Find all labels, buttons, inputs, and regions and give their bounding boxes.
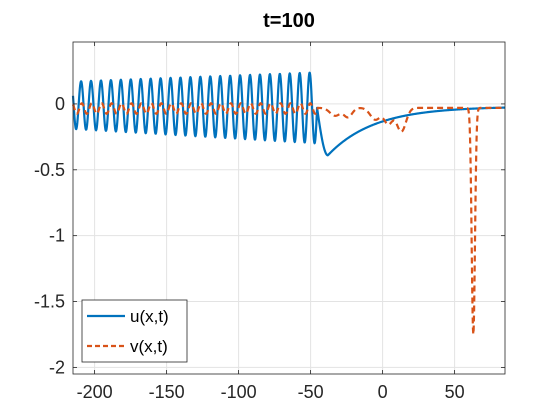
- ticks: -200 -150 -100 -50 0 50 0 -0.5 -1 -1.5 -2: [34, 42, 505, 402]
- legend-box: [81, 299, 188, 363]
- series-line-v: [71, 102, 506, 336]
- y-tick-label: -2: [49, 357, 65, 377]
- legend: u(x,t) v(x,t): [81, 299, 188, 363]
- chart-title: t=100: [263, 10, 315, 32]
- axes-box: [72, 41, 506, 375]
- x-tick-label: -100: [221, 382, 257, 402]
- x-tick-label: -150: [149, 382, 185, 402]
- x-tick-label: -200: [77, 382, 113, 402]
- series-line-u: [71, 71, 506, 157]
- x-tick-label: 0: [378, 382, 388, 402]
- legend-label-u: u(x,t): [130, 307, 169, 326]
- y-tick-label: 0: [55, 94, 65, 114]
- y-tick-label: -1.5: [34, 292, 65, 312]
- x-tick-label: 50: [445, 382, 465, 402]
- series-layer: [71, 71, 506, 336]
- y-tick-label: -0.5: [34, 160, 65, 180]
- legend-label-v: v(x,t): [130, 337, 168, 356]
- y-tick-label: -1: [49, 226, 65, 246]
- x-tick-label: -50: [298, 382, 324, 402]
